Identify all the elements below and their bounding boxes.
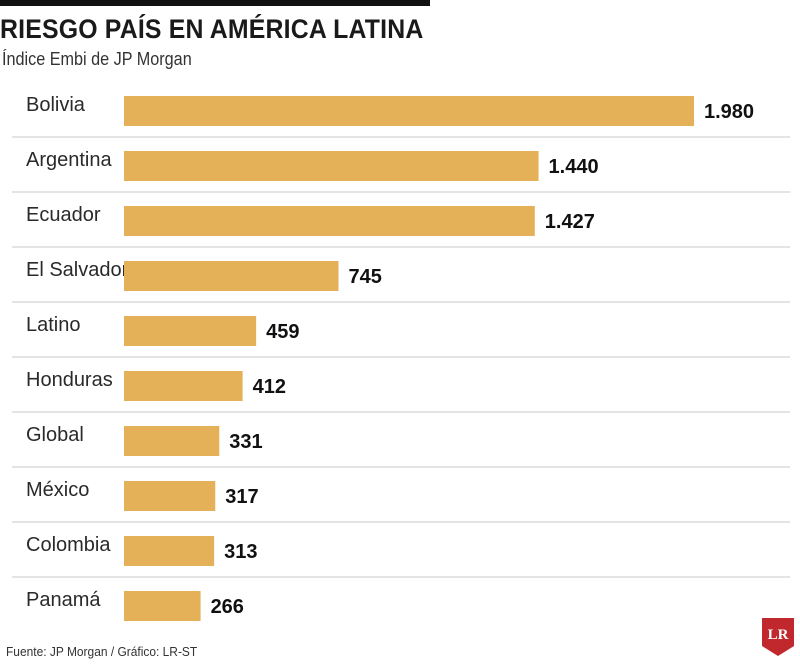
value-label: 412 <box>253 376 286 398</box>
bar <box>124 481 216 511</box>
category-label: Global <box>26 424 84 446</box>
category-label: Honduras <box>26 369 113 391</box>
bar <box>124 316 257 346</box>
chart-title: RIESGO PAÍS EN AMÉRICA LATINA <box>0 14 424 44</box>
bar <box>124 261 339 291</box>
bar <box>124 206 535 236</box>
bar <box>124 371 243 401</box>
lr-logo-shield <box>762 618 794 656</box>
value-label: 1.980 <box>704 101 754 123</box>
bar <box>124 151 539 181</box>
category-label: El Salvador <box>26 259 129 281</box>
value-label: 1.440 <box>549 156 599 178</box>
bar-chart: Bolivia 1.980 Argentina 1.440 Ecuador 1.427 El… <box>12 94 790 621</box>
bar <box>124 536 215 566</box>
title-top-rule <box>0 0 430 6</box>
value-label: 313 <box>224 541 257 563</box>
value-label: 1.427 <box>545 211 595 233</box>
category-label: Ecuador <box>26 204 101 226</box>
bar <box>124 96 694 126</box>
chart-subtitle: Índice Embi de JP Morgan <box>2 49 192 69</box>
value-label: 331 <box>229 431 262 453</box>
lr-logo: LR <box>762 618 794 656</box>
source-note: Fuente: JP Morgan / Gráfico: LR-ST <box>6 644 198 659</box>
category-label: Argentina <box>26 149 112 171</box>
value-label: 317 <box>225 486 258 508</box>
category-label: Panamá <box>26 589 101 611</box>
category-label: México <box>26 479 89 501</box>
value-label: 745 <box>348 266 381 288</box>
category-label: Colombia <box>26 534 111 556</box>
value-label: 459 <box>266 321 299 343</box>
value-label: 266 <box>211 596 244 618</box>
category-label: Bolivia <box>26 94 86 116</box>
bar <box>124 426 220 456</box>
bar <box>124 591 201 621</box>
lr-logo-text: LR <box>768 627 789 643</box>
category-label: Latino <box>26 314 81 336</box>
